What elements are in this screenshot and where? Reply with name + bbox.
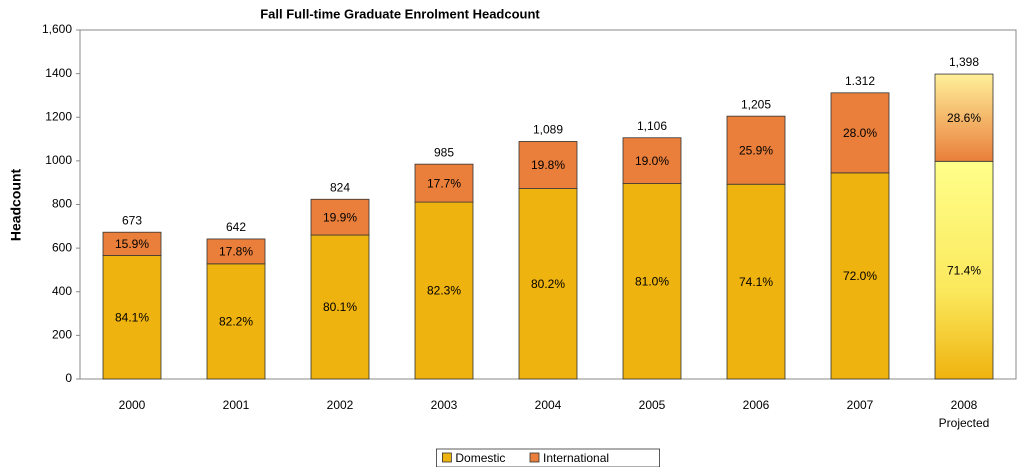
- x-tick-label: 2003: [431, 398, 458, 412]
- legend-swatch: [441, 452, 452, 463]
- bar-segment: [830, 92, 890, 174]
- legend-label: International: [543, 451, 609, 465]
- bar-segment: [102, 255, 162, 380]
- data-label: 81.0%: [635, 274, 669, 288]
- y-tick-label: 1200: [45, 109, 72, 123]
- y-tick-label: 200: [52, 328, 72, 342]
- bar-segment: [102, 231, 162, 256]
- data-label: 17.8%: [219, 245, 253, 259]
- x-tick-label: 2008: [951, 398, 978, 412]
- chart-title: Fall Full-time Graduate Enrolment Headco…: [260, 6, 540, 21]
- bar-segment: [934, 160, 994, 380]
- y-tick-label: 800: [52, 197, 72, 211]
- x-tick-label: 2005: [639, 398, 666, 412]
- total-label: 1,398: [949, 55, 979, 69]
- data-label: 82.2%: [219, 315, 253, 329]
- legend-swatch: [529, 452, 540, 463]
- data-label: 80.1%: [323, 300, 357, 314]
- data-label: 28.6%: [947, 111, 981, 125]
- x-tick-label: 2001: [223, 398, 250, 412]
- x-tick-label: 2000: [119, 398, 146, 412]
- data-label: 28.0%: [843, 126, 877, 140]
- data-label: 84.1%: [115, 310, 149, 324]
- data-label: 25.9%: [739, 143, 773, 157]
- total-label: 1.312: [845, 74, 875, 88]
- bar-segment: [518, 188, 578, 380]
- data-label: 19.0%: [635, 154, 669, 168]
- y-tick-label: 0: [65, 371, 72, 385]
- data-label: 82.3%: [427, 284, 461, 298]
- y-tick-label: 1400: [45, 66, 72, 80]
- legend-box: [435, 448, 660, 467]
- bar-segment: [934, 73, 994, 162]
- total-label: 985: [434, 145, 454, 159]
- legend-label: Domestic: [455, 451, 505, 465]
- bar-segment: [310, 234, 370, 380]
- y-tick-label: 600: [52, 240, 72, 254]
- total-label: 1,089: [533, 123, 563, 137]
- x-tick-label: 2002: [327, 398, 354, 412]
- bar-segment: [622, 137, 682, 184]
- y-tick-label: 1,600: [42, 22, 72, 36]
- data-label: 80.2%: [531, 277, 565, 291]
- y-tick-label: 1000: [45, 153, 72, 167]
- bar-segment: [414, 163, 474, 203]
- bar-segment: [206, 238, 266, 265]
- bar-segment: [726, 115, 786, 185]
- bar-segment: [518, 141, 578, 189]
- x-tick-label: 2004: [535, 398, 562, 412]
- legend: Domestic International: [435, 448, 660, 467]
- x-tick-label: 2007: [847, 398, 874, 412]
- data-label: 74.1%: [739, 275, 773, 289]
- y-tick-label: 400: [52, 284, 72, 298]
- data-label: 19.8%: [531, 158, 565, 172]
- bar-segment: [310, 198, 370, 236]
- x-tick-label: 2006: [743, 398, 770, 412]
- bar-segment: [726, 183, 786, 380]
- data-label: 19.9%: [323, 210, 357, 224]
- bar-segment: [830, 172, 890, 380]
- total-label: 673: [122, 213, 142, 227]
- data-label: 17.7%: [427, 176, 461, 190]
- data-label: 71.4%: [947, 263, 981, 277]
- total-label: 1,205: [741, 97, 771, 111]
- total-label: 642: [226, 220, 246, 234]
- data-label: 15.9%: [115, 237, 149, 251]
- y-axis-title: Headcount: [8, 168, 24, 241]
- data-label: 72.0%: [843, 269, 877, 283]
- total-label: 1,106: [637, 119, 667, 133]
- x-tick-note: Projected: [939, 416, 990, 430]
- bar-segment: [206, 263, 266, 380]
- total-label: 824: [330, 180, 350, 194]
